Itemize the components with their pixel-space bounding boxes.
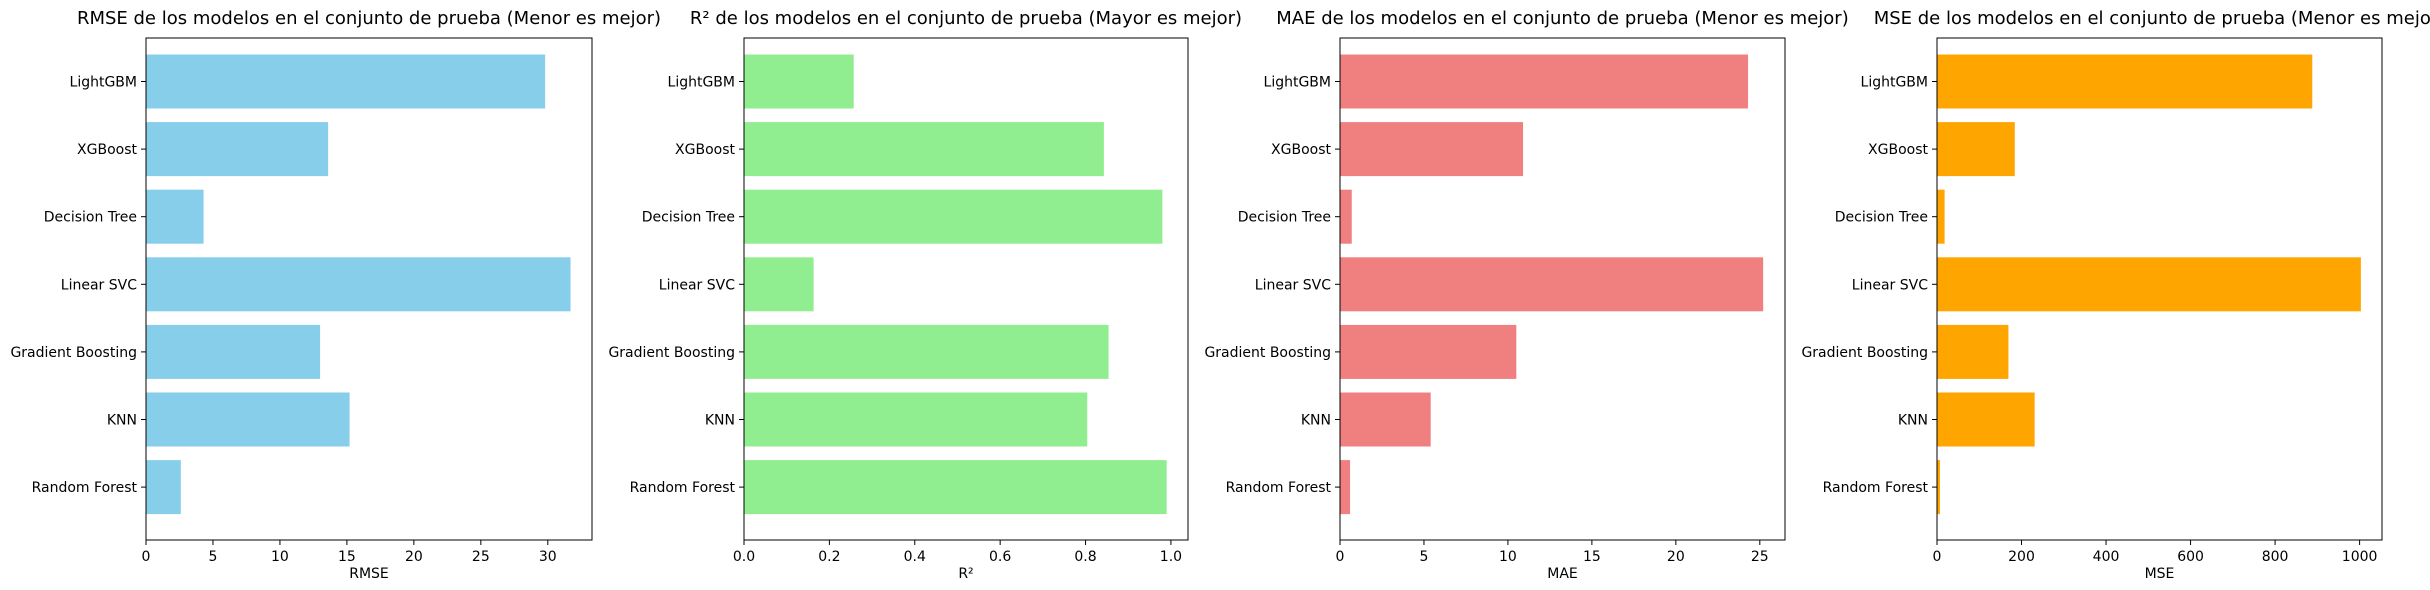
- x-tick-label: 0: [1336, 549, 1345, 565]
- bar-gradient-boosting: [1937, 324, 2009, 379]
- bar-linear-svc: [1340, 257, 1764, 312]
- x-tick-label: 25: [472, 549, 490, 565]
- x-tick-label: 0: [142, 549, 151, 565]
- x-tick-label: 25: [1751, 549, 1769, 565]
- bar-knn: [1937, 392, 2035, 447]
- chart-panel-rmse: RMSE de los modelos en el conjunto de pr…: [10, 8, 661, 582]
- bar-linear-svc: [1937, 257, 2361, 312]
- x-axis-label: MSE: [2145, 566, 2175, 582]
- bar-linear-svc: [744, 257, 814, 312]
- bar-random-forest: [744, 460, 1167, 515]
- category-label: Decision Tree: [44, 210, 137, 226]
- x-tick-label: 1000: [2342, 549, 2378, 565]
- category-label: Decision Tree: [642, 210, 735, 226]
- bar-knn: [146, 392, 350, 447]
- category-label: XGBoost: [1271, 142, 1331, 158]
- bar-decision-tree: [1340, 189, 1352, 244]
- plot-frame: [1339, 37, 1786, 541]
- x-tick-label: 600: [2177, 549, 2204, 565]
- x-tick-label: 400: [2093, 549, 2120, 565]
- category-label: XGBoost: [77, 142, 137, 158]
- bar-xgboost: [1937, 122, 2015, 177]
- bar-decision-tree: [744, 189, 1163, 244]
- x-tick-label: 800: [2262, 549, 2289, 565]
- category-label: Decision Tree: [1835, 210, 1928, 226]
- plot-frame: [743, 37, 1189, 541]
- category-label: KNN: [1898, 413, 1928, 429]
- x-tick-label: 1.0: [1160, 549, 1182, 565]
- bar-gradient-boosting: [744, 324, 1109, 379]
- x-tick-label: 5: [209, 549, 218, 565]
- category-label: Random Forest: [32, 480, 138, 496]
- bar-xgboost: [744, 122, 1104, 177]
- plot-frame: [1936, 37, 2383, 541]
- category-label: KNN: [1301, 413, 1331, 429]
- x-tick-label: 0.4: [904, 549, 926, 565]
- category-label: Linear SVC: [659, 277, 735, 293]
- category-label: Linear SVC: [1852, 277, 1928, 293]
- chart-title: R² de los modelos en el conjunto de prue…: [690, 8, 1242, 29]
- category-label: Gradient Boosting: [1801, 345, 1928, 361]
- x-tick-label: 10: [271, 549, 289, 565]
- x-axis-label: RMSE: [349, 566, 389, 582]
- bar-random-forest: [1340, 460, 1351, 515]
- x-tick-label: 200: [2008, 549, 2035, 565]
- bar-random-forest: [1937, 460, 1940, 515]
- category-label: Linear SVC: [61, 277, 137, 293]
- x-tick-label: 0.0: [733, 549, 755, 565]
- category-label: Gradient Boosting: [1204, 345, 1331, 361]
- category-label: KNN: [705, 413, 735, 429]
- x-axis-label: MAE: [1547, 566, 1578, 582]
- bar-lightgbm: [146, 54, 546, 109]
- plot-frame: [145, 37, 593, 541]
- chart-panel-mse: MSE de los modelos en el conjunto de pru…: [1801, 8, 2430, 582]
- bar-linear-svc: [146, 257, 571, 312]
- category-label: Random Forest: [630, 480, 736, 496]
- x-tick-label: 30: [539, 549, 557, 565]
- chart-title: RMSE de los modelos en el conjunto de pr…: [77, 8, 661, 29]
- chart-title: MSE de los modelos en el conjunto de pru…: [1874, 8, 2430, 29]
- bar-xgboost: [1340, 122, 1524, 177]
- category-label: LightGBM: [70, 75, 137, 91]
- x-tick-label: 0.2: [818, 549, 840, 565]
- bar-xgboost: [146, 122, 329, 177]
- bar-knn: [1340, 392, 1431, 447]
- bar-lightgbm: [744, 54, 854, 109]
- x-tick-label: 0.8: [1074, 549, 1096, 565]
- bar-knn: [744, 392, 1088, 447]
- chart-panel-r-: R² de los modelos en el conjunto de prue…: [608, 8, 1242, 582]
- x-tick-label: 15: [338, 549, 356, 565]
- x-tick-label: 20: [1667, 549, 1685, 565]
- category-label: Random Forest: [1823, 480, 1929, 496]
- category-label: Linear SVC: [1255, 277, 1331, 293]
- bar-random-forest: [146, 460, 181, 515]
- x-tick-label: 10: [1499, 549, 1517, 565]
- chart-title: MAE de los modelos en el conjunto de pru…: [1276, 8, 1848, 29]
- x-tick-label: 20: [405, 549, 423, 565]
- bar-gradient-boosting: [146, 324, 321, 379]
- bar-decision-tree: [1937, 189, 1945, 244]
- category-label: Gradient Boosting: [10, 345, 137, 361]
- x-tick-label: 0: [1933, 549, 1942, 565]
- bar-decision-tree: [146, 189, 204, 244]
- category-label: LightGBM: [1861, 75, 1928, 91]
- x-tick-label: 5: [1420, 549, 1429, 565]
- x-tick-label: 15: [1583, 549, 1601, 565]
- bar-lightgbm: [1937, 54, 2313, 109]
- category-label: XGBoost: [675, 142, 735, 158]
- x-axis-label: R²: [958, 566, 973, 582]
- category-label: KNN: [107, 413, 137, 429]
- category-label: Gradient Boosting: [608, 345, 735, 361]
- category-label: Decision Tree: [1238, 210, 1331, 226]
- x-tick-label: 0.6: [989, 549, 1011, 565]
- category-label: Random Forest: [1226, 480, 1332, 496]
- bar-lightgbm: [1340, 54, 1749, 109]
- chart-panel-mae: MAE de los modelos en el conjunto de pru…: [1204, 8, 1848, 582]
- category-label: XGBoost: [1868, 142, 1928, 158]
- bar-gradient-boosting: [1340, 324, 1517, 379]
- category-label: LightGBM: [1264, 75, 1331, 91]
- category-label: LightGBM: [668, 75, 735, 91]
